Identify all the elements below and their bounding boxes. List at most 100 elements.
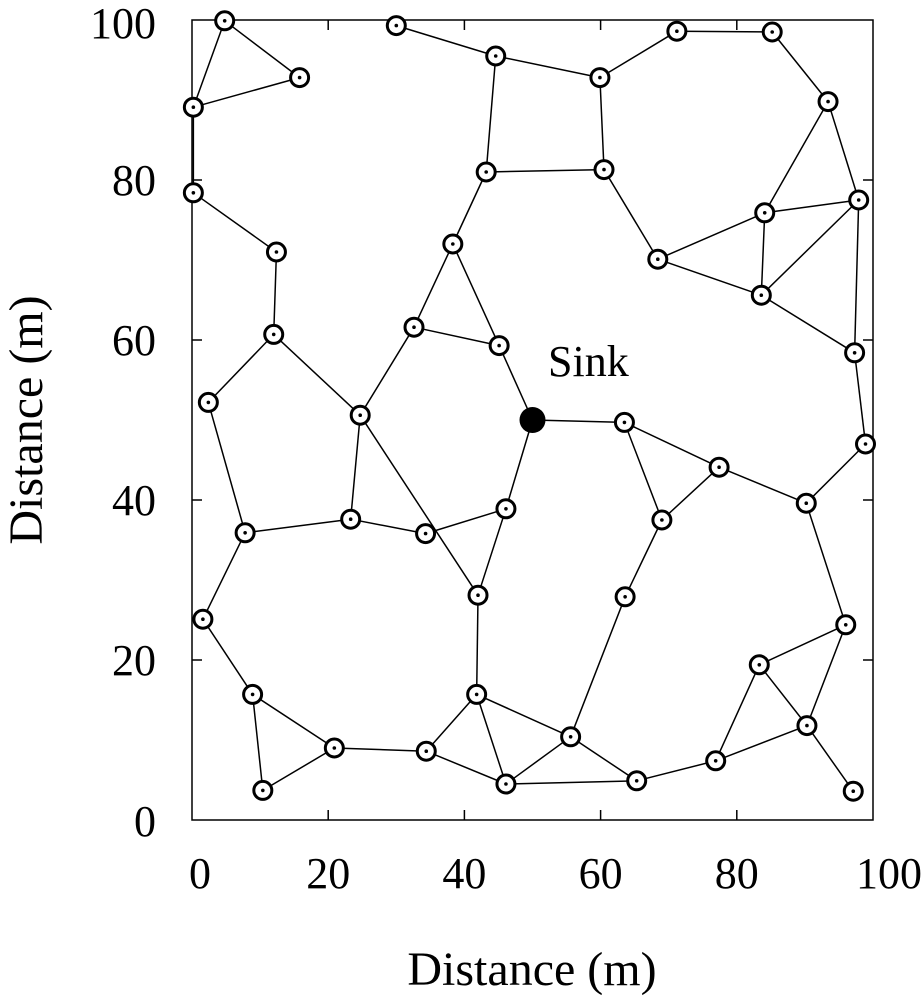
sensor-node-dot: [191, 191, 196, 195]
sensor-node: [265, 241, 287, 263]
network-link: [532, 419, 625, 424]
sensor-node: [340, 508, 362, 530]
sensor-node-dot: [358, 413, 363, 418]
sensor-node: [182, 96, 204, 118]
network-link: [192, 192, 277, 253]
network-link: [505, 419, 534, 510]
plot-frame: [191, 19, 874, 821]
x-tick-label: 60: [579, 849, 623, 898]
network-link: [477, 508, 507, 596]
y-tick-label: 100: [90, 0, 156, 48]
network-link: [224, 20, 301, 79]
network-link: [192, 20, 226, 108]
y-tick-label: 60: [112, 316, 156, 365]
sensor-node-dot: [863, 442, 868, 446]
network-link: [251, 694, 264, 791]
network-link: [806, 624, 847, 726]
sensor-node: [289, 67, 311, 89]
tick-marks: [192, 20, 873, 820]
x-tick-label: 0: [189, 849, 211, 898]
network-link: [771, 31, 829, 103]
sensor-node-dot: [602, 167, 606, 172]
network-link: [452, 243, 500, 346]
network-link: [805, 443, 867, 504]
network-link: [262, 747, 335, 792]
sensor-node-dot: [476, 593, 480, 597]
sensor-node: [589, 67, 611, 89]
sensor-node: [844, 342, 866, 364]
sensor-node: [442, 233, 464, 255]
sensor-node-dot: [713, 759, 718, 763]
sensor-node-dot: [201, 617, 205, 621]
sensor-node: [761, 21, 783, 43]
sensor-node: [817, 91, 839, 113]
network-link: [486, 168, 605, 173]
sensor-node: [796, 715, 818, 737]
network-link: [202, 532, 246, 620]
network-link: [207, 402, 246, 534]
network-link: [359, 326, 415, 416]
y-tick-label: 0: [134, 797, 156, 846]
network-link: [624, 421, 720, 468]
sensor-node: [626, 770, 648, 792]
sensor-node-dot: [852, 351, 857, 355]
sensor-node: [495, 498, 517, 520]
network-link: [252, 693, 335, 749]
network-link: [193, 76, 300, 108]
sensor-node-dot: [423, 531, 428, 536]
sensor-node: [466, 683, 488, 705]
sensor-node: [467, 584, 489, 606]
network-link: [350, 518, 426, 535]
sensor-node-dot: [474, 692, 479, 697]
x-axis-title: Distance (m): [407, 943, 656, 996]
network-link: [715, 664, 760, 762]
sensor-node: [848, 189, 870, 211]
sensor-node: [415, 740, 437, 762]
sensor-node: [214, 10, 236, 32]
network-link: [764, 101, 829, 214]
sensor-node-dot: [770, 30, 775, 34]
network-link: [570, 736, 638, 782]
sensor-node: [560, 726, 582, 748]
network-link: [413, 326, 500, 347]
sensor-node-dot: [622, 420, 627, 425]
sensor-node-dot: [598, 75, 602, 80]
sensor-node: [182, 182, 204, 204]
sensor-node-dot: [412, 325, 416, 330]
sensor-node-dot: [274, 250, 279, 254]
sensor-node-dot: [261, 788, 265, 793]
y-tick-label: 40: [112, 476, 156, 525]
network-link: [207, 333, 275, 403]
sensor-node-dot: [191, 105, 196, 109]
sensor-node-dot: [394, 23, 399, 28]
sensor-node-dot: [504, 782, 508, 786]
sensor-node-dot: [805, 723, 809, 728]
network-link: [718, 466, 807, 504]
sensor-node: [197, 391, 219, 413]
sensor-node: [795, 492, 817, 514]
sensor-node-dot: [271, 332, 276, 337]
network-link: [334, 747, 427, 752]
sensor-node-dot: [660, 518, 664, 522]
sink-node: [519, 407, 546, 433]
sensor-node: [835, 614, 857, 636]
network-link: [498, 345, 534, 421]
network-link: [599, 77, 605, 170]
sensor-node: [855, 433, 877, 455]
sensor-node: [613, 411, 635, 433]
network-link: [758, 624, 847, 666]
network-link: [349, 415, 361, 520]
sensor-node: [614, 586, 636, 608]
sensor-node-dot: [206, 400, 211, 405]
sensor-nodes: [182, 10, 877, 802]
network-link: [425, 750, 507, 785]
network-link: [505, 780, 637, 785]
network-link: [475, 694, 507, 785]
sensor-node-dot: [451, 242, 455, 246]
sensor-node: [666, 20, 688, 42]
network-link: [202, 618, 254, 695]
sensor-node: [263, 323, 285, 345]
sensor-node: [750, 284, 772, 306]
sensor-node-dot: [222, 19, 227, 23]
